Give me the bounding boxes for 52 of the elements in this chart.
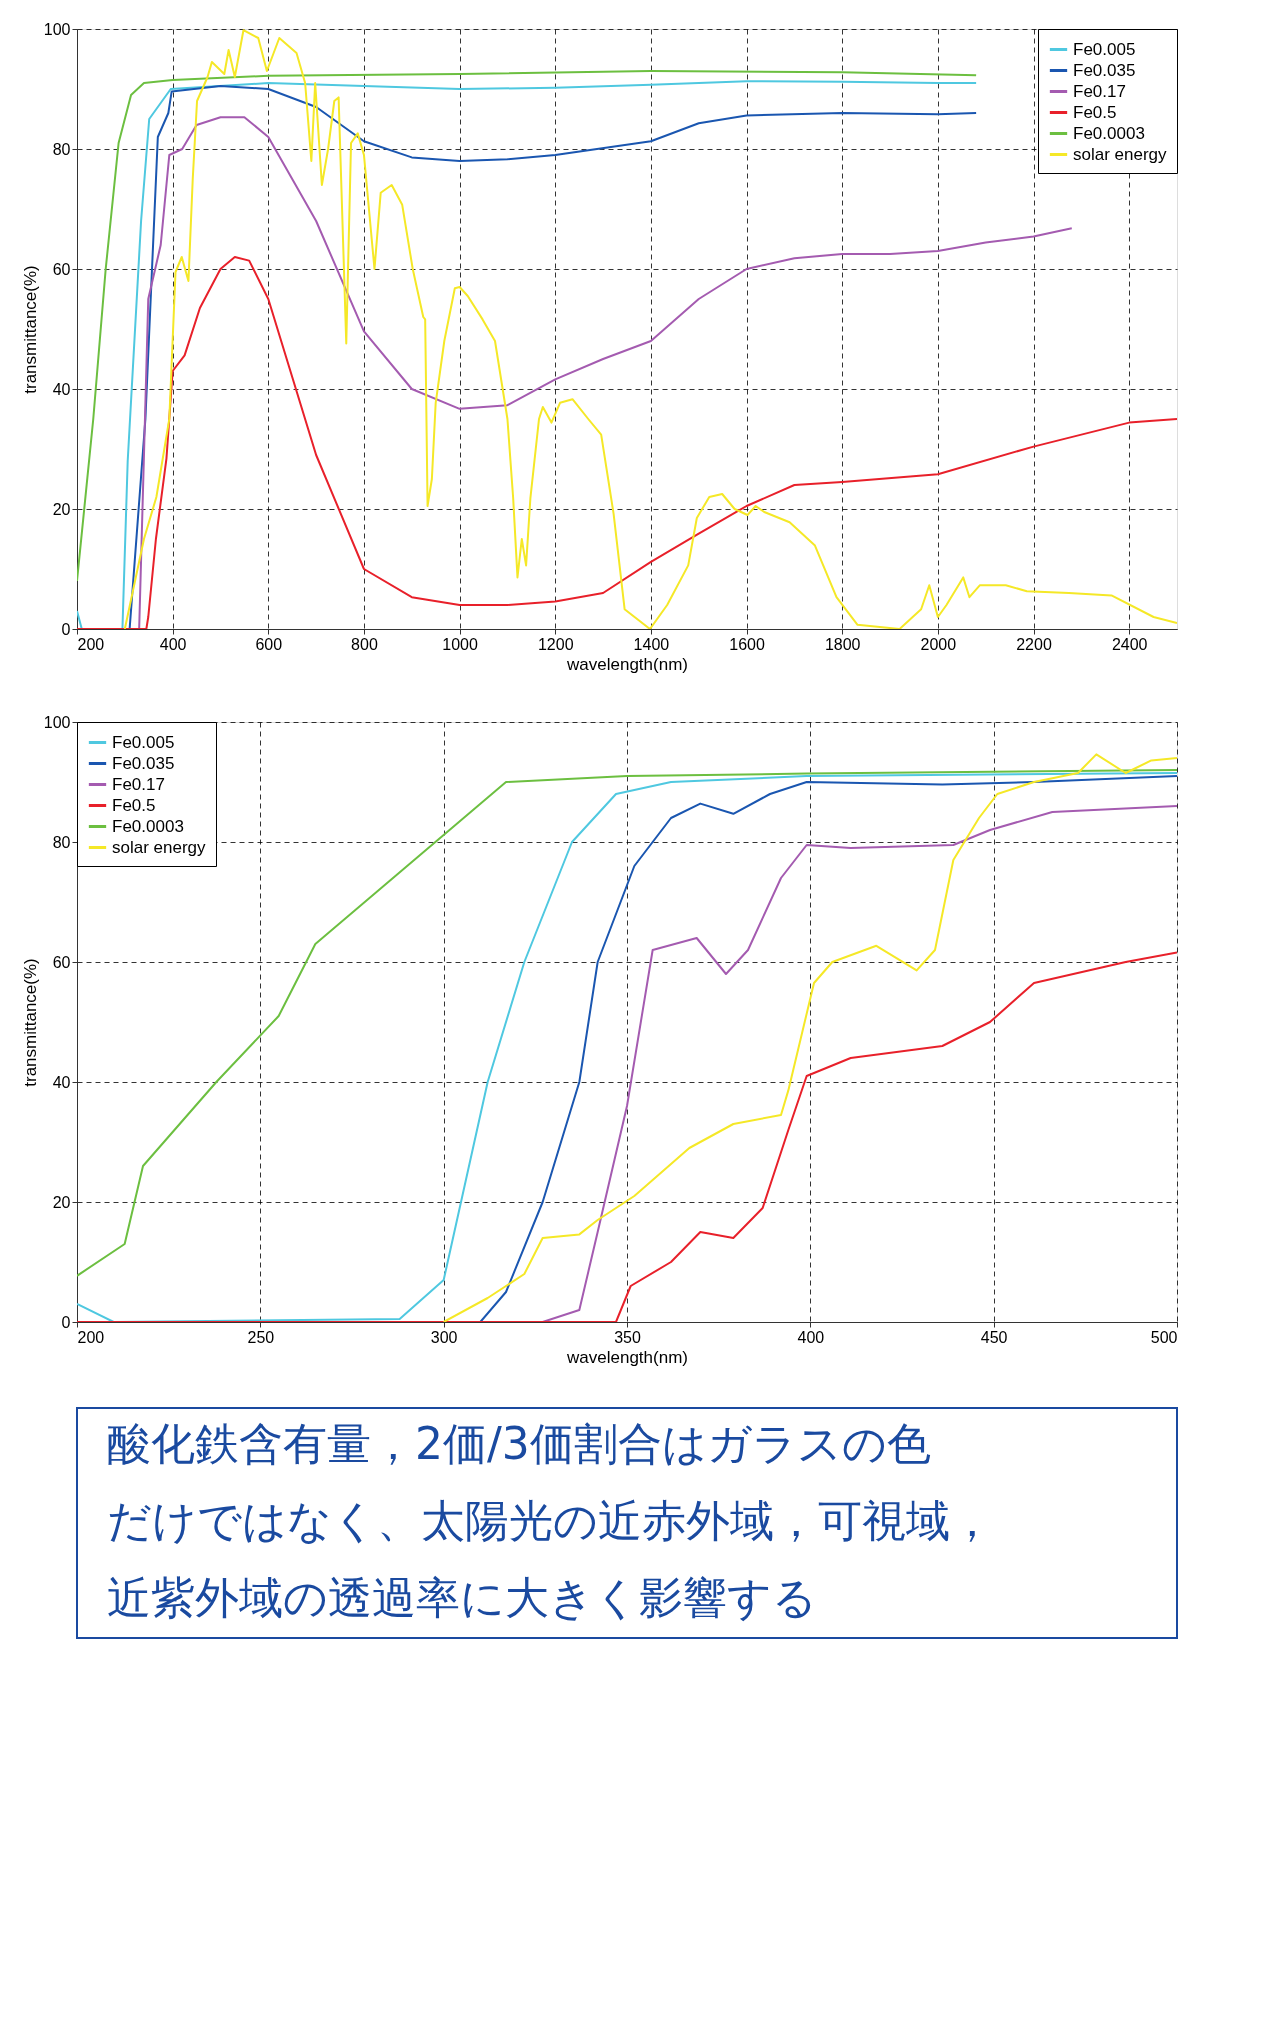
x-tick-label: 200 <box>77 635 105 653</box>
x-tick-label: 2200 <box>1016 635 1052 653</box>
legend-label: Fe0.17 <box>112 774 165 794</box>
y-tick-label: 20 <box>52 1193 71 1211</box>
legend-label: Fe0.035 <box>1073 60 1136 80</box>
y-tick-label: 100 <box>43 20 71 38</box>
y-tick-label: 0 <box>61 620 71 638</box>
legend-label: Fe0.005 <box>112 732 175 752</box>
legend-label: Fe0.5 <box>1073 102 1117 122</box>
text: 酸化鉄含有量，2価/3価割合はガラスの色 <box>107 1418 931 1470</box>
line-series <box>442 753 1177 1322</box>
x-tick-label: 250 <box>247 1328 275 1346</box>
legend-label: solar energy <box>1073 144 1168 164</box>
x-tick-label: 500 <box>1150 1328 1178 1346</box>
legend-label: Fe0.5 <box>112 795 156 815</box>
y-tick-label: 100 <box>43 713 71 731</box>
x-tick-label: 1000 <box>442 635 479 653</box>
legend-label: Fe0.035 <box>112 753 175 773</box>
legend-label: Fe0.005 <box>1073 39 1136 59</box>
y-axis-title: transmittance(%) <box>20 958 40 1087</box>
x-tick-label: 1200 <box>537 635 574 653</box>
legend-label: Fe0.0003 <box>1073 123 1145 143</box>
y-axis-title: transmittance(%) <box>20 265 40 394</box>
x-tick-label: 400 <box>159 635 187 653</box>
x-axis-title: wavelength(nm) <box>566 654 688 674</box>
y-tick-label: 60 <box>52 953 71 971</box>
x-tick-label: 350 <box>614 1328 641 1346</box>
y-tick-label: 80 <box>52 140 71 158</box>
x-tick-label: 1800 <box>824 635 861 653</box>
x-tick-label: 1600 <box>729 635 765 653</box>
line-series <box>123 29 1177 629</box>
y-tick-label: 0 <box>61 1313 71 1331</box>
legend-label: solar energy <box>112 837 207 857</box>
legend-label: Fe0.17 <box>1073 81 1126 101</box>
x-tick-label: 800 <box>351 635 378 653</box>
x-tick-label: 450 <box>980 1328 1008 1346</box>
text: 近紫外域の透過率に大きく影響する <box>107 1571 817 1623</box>
x-tick-label: 200 <box>77 1328 105 1346</box>
x-tick-label: 600 <box>255 635 283 653</box>
x-tick-label: 400 <box>797 1328 825 1346</box>
x-tick-label: 2400 <box>1111 635 1148 653</box>
y-tick-label: 40 <box>52 380 71 398</box>
x-tick-label: 2000 <box>920 635 957 653</box>
y-tick-label: 20 <box>52 500 71 518</box>
x-tick-label: 300 <box>430 1328 458 1346</box>
y-tick-label: 40 <box>52 1073 71 1091</box>
y-tick-label: 80 <box>52 833 71 851</box>
legend-label: Fe0.0003 <box>112 816 184 836</box>
text: だけではなく、太陽光の近赤外域，可視域， <box>107 1495 994 1546</box>
x-tick-label: 1400 <box>633 635 670 653</box>
y-tick-label: 60 <box>52 260 71 278</box>
x-axis-title: wavelength(nm) <box>566 1347 688 1367</box>
